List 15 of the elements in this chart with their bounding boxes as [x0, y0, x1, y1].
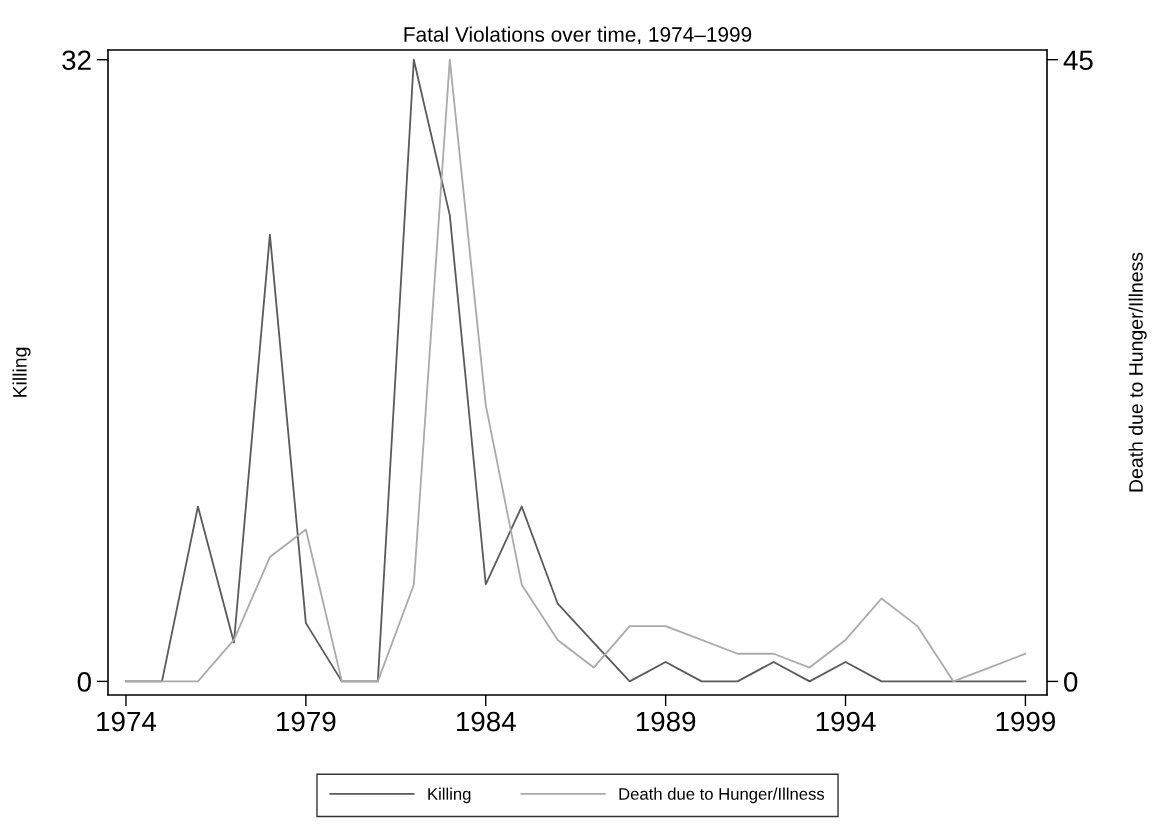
legend-label: Death due to Hunger/Illness [619, 787, 825, 804]
x-tick-label: 1974 [97, 711, 157, 732]
y-axis-title: Killing [12, 347, 31, 397]
y-tick-label: 32 [62, 50, 91, 71]
chart-title: Fatal Violations over time, 1974–1999 [404, 26, 752, 45]
legend-label: Killing [428, 787, 471, 804]
y2-axis-title: Death due to Hunger/Illness [1128, 252, 1147, 492]
x-tick-label: 1989 [636, 711, 696, 732]
line-series [125, 58, 1027, 683]
x-tick-label: 1979 [277, 711, 336, 732]
x-tick-label: 1994 [816, 711, 876, 732]
y2-tick-label: 45 [1063, 50, 1093, 71]
x-tick-label: 1984 [456, 711, 516, 732]
x-tick-label: 1999 [996, 711, 1055, 732]
y2-tick-label: 0 [1064, 672, 1078, 692]
